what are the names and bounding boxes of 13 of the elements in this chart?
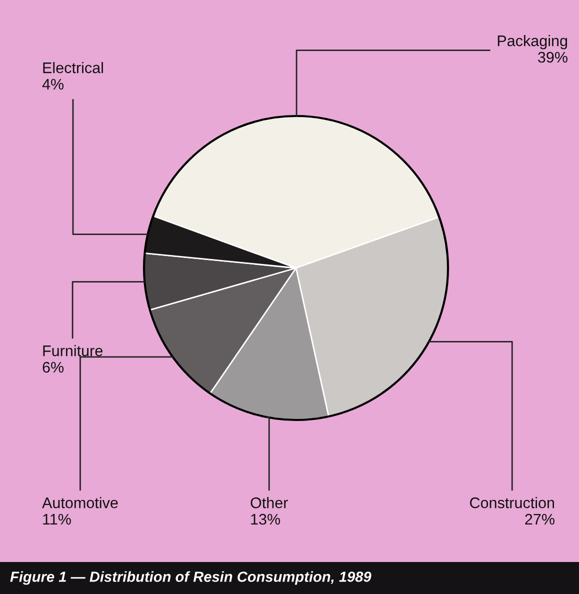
data-label: 39% [538, 52, 568, 63]
slice-label: Automotive [42, 497, 118, 508]
slice-label: Furniture [43, 345, 102, 356]
data-label: 13% [251, 514, 280, 525]
slice-label: Electrical [43, 62, 103, 74]
slice-label: Other [250, 497, 288, 508]
slice-label: Construction [470, 497, 554, 508]
data-label: 4% [42, 78, 64, 90]
slice-label: Packaging [498, 35, 568, 50]
data-label: 27% [525, 514, 554, 525]
text: Figure 1 — Distribution of Resin Consumption, 1989 [10, 571, 372, 585]
data-label: 6% [42, 362, 64, 373]
data-label: 11% [43, 514, 71, 525]
